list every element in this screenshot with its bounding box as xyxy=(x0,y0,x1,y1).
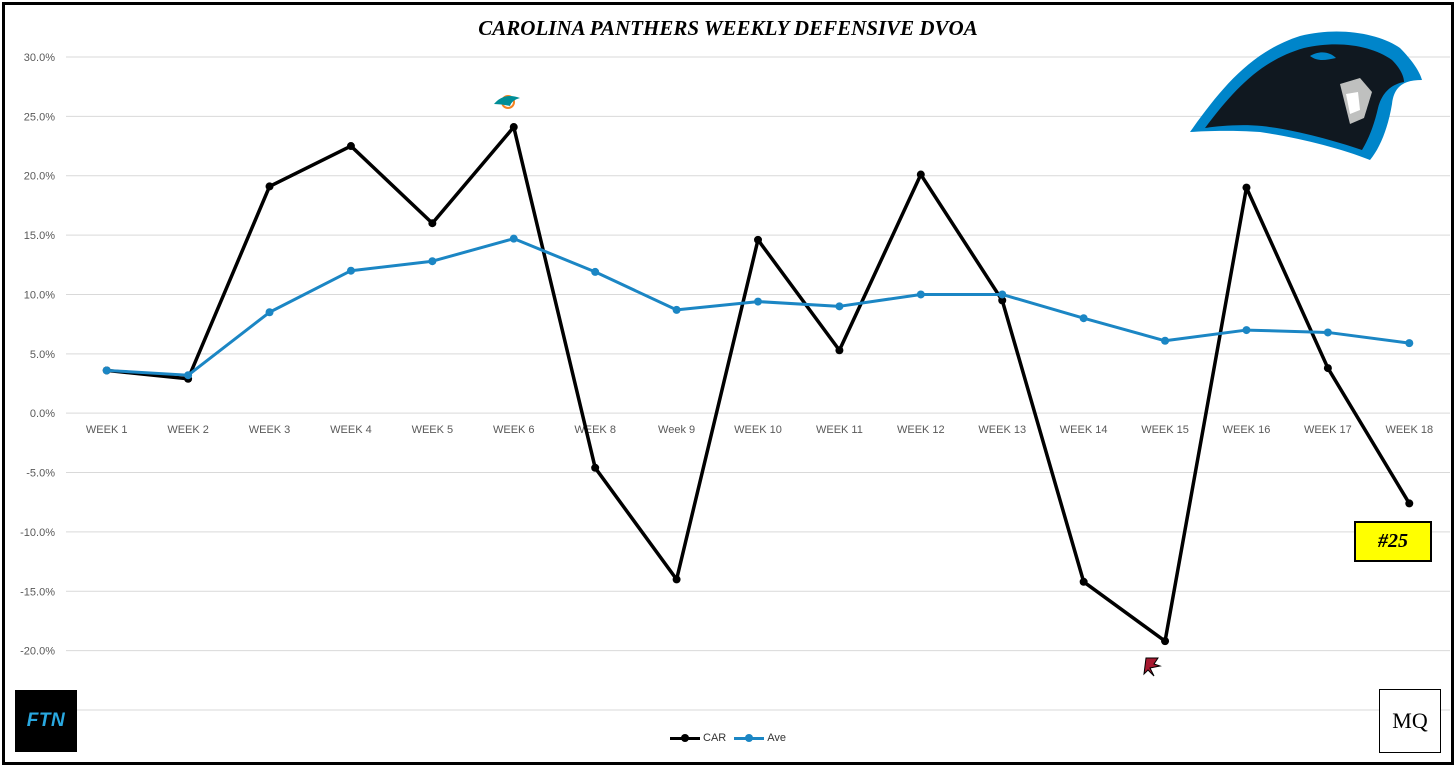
data-point-ave xyxy=(509,234,518,243)
x-tick-label: WEEK 4 xyxy=(330,424,372,436)
data-point-ave xyxy=(102,366,111,375)
legend-swatch-car xyxy=(670,733,700,742)
x-tick-label: WEEK 18 xyxy=(1385,424,1433,436)
data-point-ave xyxy=(1161,336,1170,345)
x-tick-label: WEEK 6 xyxy=(493,424,535,436)
dolphins-logo-icon xyxy=(494,95,520,109)
x-tick-label: WEEK 15 xyxy=(1141,424,1189,436)
legend-item-car: CAR xyxy=(670,732,726,744)
data-point-car xyxy=(916,170,925,179)
data-point-ave xyxy=(672,305,681,314)
legend-swatch-ave xyxy=(734,733,765,742)
data-point-car xyxy=(1161,637,1170,646)
y-tick-label: -15.0% xyxy=(20,586,55,598)
y-tick-label: -10.0% xyxy=(20,527,55,539)
y-tick-label: 5.0% xyxy=(30,349,55,361)
data-point-car xyxy=(346,142,355,151)
y-tick-label: -20.0% xyxy=(20,646,55,658)
legend-label-car: CAR xyxy=(703,732,727,744)
team-logos xyxy=(494,95,1162,677)
x-tick-label: WEEK 12 xyxy=(897,424,945,436)
x-tick-label: WEEK 13 xyxy=(978,424,1026,436)
data-point-ave xyxy=(346,266,355,275)
data-point-car xyxy=(1323,364,1332,373)
x-tick-label: WEEK 8 xyxy=(574,424,616,436)
data-point-ave xyxy=(1079,314,1088,323)
data-point-ave xyxy=(1242,326,1251,335)
data-point-ave xyxy=(1323,328,1332,337)
y-tick-label: 10.0% xyxy=(24,289,55,301)
data-point-car xyxy=(509,123,518,132)
legend-item-ave: Ave xyxy=(734,732,786,744)
data-point-ave xyxy=(184,371,193,380)
gridlines xyxy=(66,56,1450,711)
y-tick-label: -5.0% xyxy=(26,468,55,480)
y-tick-label: 25.0% xyxy=(24,111,55,123)
series-layer xyxy=(102,123,1414,646)
x-tick-label: Week 9 xyxy=(658,424,695,436)
x-axis-ticks: WEEK 1 WEEK 2 WEEK 3 WEEK 4 WEEK 5 WEEK 6 WEEK… xyxy=(86,424,1433,436)
x-tick-label: WEEK 10 xyxy=(734,424,782,436)
data-point-car xyxy=(672,575,681,584)
x-tick-label: WEEK 5 xyxy=(412,424,454,436)
data-point-ave xyxy=(265,308,274,317)
data-point-ave xyxy=(754,297,762,306)
data-point-car xyxy=(1405,499,1414,508)
data-point-ave xyxy=(1405,339,1414,348)
chart-legend: CAR Ave xyxy=(670,730,786,746)
y-tick-label: 20.0% xyxy=(24,171,55,183)
x-tick-label: WEEK 2 xyxy=(167,424,209,436)
legend-label-ave: Ave xyxy=(767,732,786,744)
data-point-ave xyxy=(916,290,925,299)
data-point-ave xyxy=(591,267,600,276)
rank-badge: #25 xyxy=(1354,521,1432,562)
x-tick-label: WEEK 1 xyxy=(86,424,128,436)
data-point-car xyxy=(265,182,274,191)
y-tick-label: 30.0% xyxy=(24,52,55,64)
series-line-car xyxy=(106,125,1411,643)
x-tick-label: WEEK 11 xyxy=(816,424,863,436)
data-point-ave xyxy=(998,290,1007,299)
x-tick-label: WEEK 16 xyxy=(1223,424,1271,436)
chart-title: CAROLINA PANTHERS WEEKLY DEFENSIVE DVOA xyxy=(478,16,978,40)
data-point-car xyxy=(591,463,600,472)
series-line-ave xyxy=(106,237,1410,377)
x-tick-label: WEEK 14 xyxy=(1060,424,1108,436)
data-point-ave xyxy=(428,257,437,266)
y-axis-ticks: 30.0% 25.0% 20.0% 15.0% 10.0% 5.0% 0.0% -5.0% -1… xyxy=(20,52,55,658)
x-tick-label: WEEK 17 xyxy=(1304,424,1352,436)
data-point-car xyxy=(754,235,762,244)
panther-logo-icon xyxy=(1190,31,1422,160)
data-point-car xyxy=(1079,577,1088,586)
data-point-car xyxy=(835,346,844,355)
falcons-logo-icon xyxy=(1143,657,1162,677)
data-point-car xyxy=(428,219,437,228)
mq-logo: MQ xyxy=(1379,689,1441,753)
x-tick-label: WEEK 3 xyxy=(249,424,291,436)
ftn-logo: FTN xyxy=(15,690,77,752)
y-tick-label: 15.0% xyxy=(24,230,55,242)
data-point-car xyxy=(1242,183,1251,192)
data-point-car xyxy=(998,296,1007,305)
y-tick-label: 0.0% xyxy=(30,408,55,420)
data-point-ave xyxy=(835,302,844,311)
